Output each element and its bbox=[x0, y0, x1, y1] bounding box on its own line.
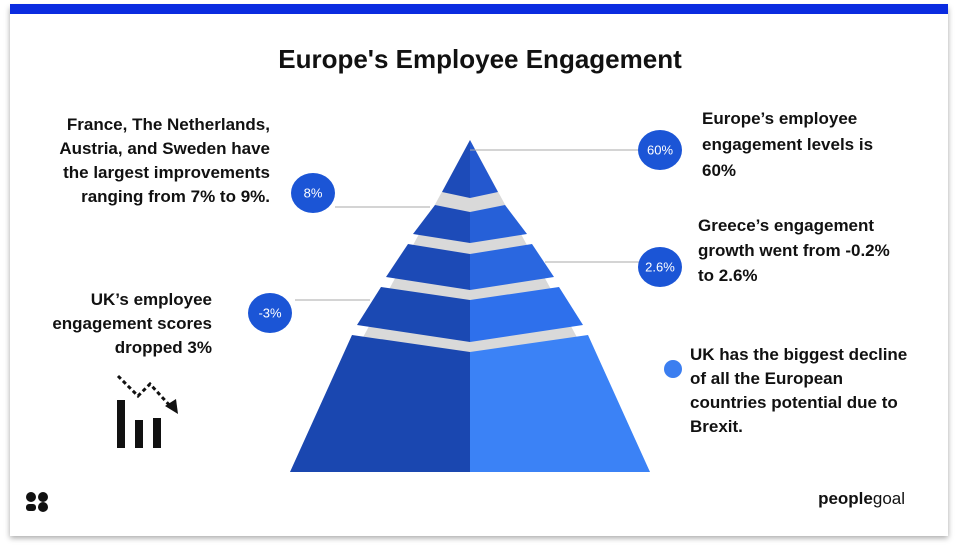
layer-right bbox=[470, 287, 583, 342]
layer-left bbox=[442, 140, 470, 198]
brand-icon bbox=[26, 492, 48, 512]
pyramid bbox=[290, 140, 650, 472]
bubble bbox=[248, 293, 292, 333]
dot bbox=[664, 360, 682, 378]
annotation-line: 60% bbox=[702, 161, 736, 180]
bubble bbox=[638, 130, 682, 170]
annotation-line: engagement levels is bbox=[702, 135, 873, 154]
connectors bbox=[295, 149, 640, 301]
annotation-line: France, The Netherlands, bbox=[67, 115, 270, 134]
bubble-label: 8% bbox=[304, 185, 323, 200]
annotation-line: dropped 3% bbox=[115, 338, 212, 357]
layer-right bbox=[470, 335, 650, 472]
bubble bbox=[638, 247, 682, 287]
annotation-line: ranging from 7% to 9%. bbox=[81, 187, 270, 206]
annotation-line: Greece’s engagement bbox=[698, 216, 874, 235]
annotation-line: engagement scores bbox=[52, 314, 212, 333]
annotation-line: UK’s employee bbox=[91, 290, 212, 309]
layer-left bbox=[386, 244, 470, 290]
bubble-label: -3% bbox=[258, 305, 282, 320]
annotation-line: of all the European bbox=[690, 369, 843, 388]
bubble bbox=[291, 173, 335, 213]
annotation-line: Europe’s employee bbox=[702, 109, 857, 128]
layer-right bbox=[470, 244, 554, 290]
layer-right bbox=[470, 205, 527, 243]
bubble-label: 60% bbox=[647, 142, 673, 157]
brand-logo: peoplegoal bbox=[818, 489, 905, 508]
layer-left bbox=[413, 205, 470, 243]
decline-icon bbox=[116, 374, 178, 448]
annotation-line: UK has the biggest decline bbox=[690, 345, 907, 364]
annotation-line: to 2.6% bbox=[698, 266, 758, 285]
annotation-line: growth went from -0.2% bbox=[698, 241, 890, 260]
annotation-line: the largest improvements bbox=[63, 163, 270, 182]
layer-left bbox=[290, 335, 470, 472]
brand-light: goal bbox=[873, 489, 905, 508]
title: Europe's Employee Engagement bbox=[278, 44, 682, 74]
annotations: Europe’s employee engagement levels is 60%… bbox=[52, 109, 907, 436]
top-bar bbox=[10, 4, 948, 14]
annotation-line: Brexit. bbox=[690, 417, 743, 436]
layer-left bbox=[357, 287, 470, 342]
annotation-line: Austria, and Sweden have bbox=[59, 139, 270, 158]
layer-right bbox=[470, 140, 498, 198]
annotation-line: countries potential due to bbox=[690, 393, 898, 412]
bubble-label: 2.6% bbox=[645, 259, 675, 274]
brand-bold: people bbox=[818, 489, 873, 508]
